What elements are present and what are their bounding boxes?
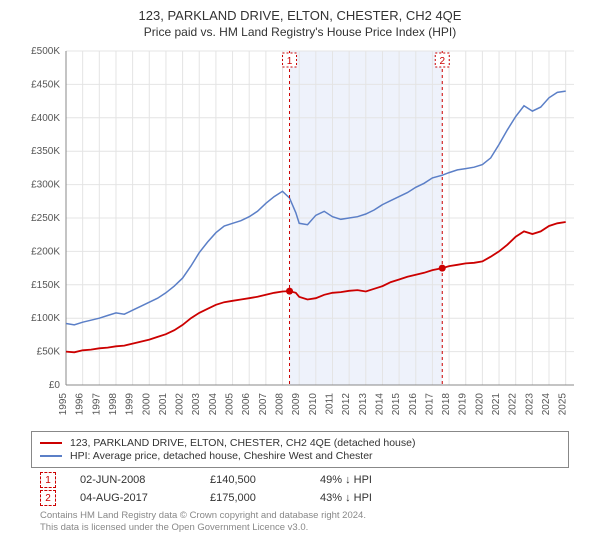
svg-text:£500K: £500K xyxy=(31,46,60,57)
svg-text:2010: 2010 xyxy=(308,393,319,416)
svg-text:1998: 1998 xyxy=(108,393,119,416)
svg-text:2023: 2023 xyxy=(524,393,535,416)
title-block: 123, PARKLAND DRIVE, ELTON, CHESTER, CH2… xyxy=(0,0,600,39)
svg-text:2012: 2012 xyxy=(341,393,352,416)
svg-text:£250K: £250K xyxy=(31,213,60,224)
svg-text:£100K: £100K xyxy=(31,313,60,324)
legend-item: 123, PARKLAND DRIVE, ELTON, CHESTER, CH2… xyxy=(40,437,560,449)
svg-text:2004: 2004 xyxy=(208,393,219,416)
svg-text:2017: 2017 xyxy=(424,393,435,416)
svg-text:2001: 2001 xyxy=(158,393,169,416)
sale-marker-icon: 2 xyxy=(40,490,56,506)
legend-swatch-red xyxy=(40,442,62,444)
svg-text:2013: 2013 xyxy=(358,393,369,416)
chart-title-address: 123, PARKLAND DRIVE, ELTON, CHESTER, CH2… xyxy=(0,8,600,23)
svg-text:2006: 2006 xyxy=(241,393,252,416)
sale-row: 1 02-JUN-2008 £140,500 49% ↓ HPI xyxy=(40,472,560,488)
chart-title-sub: Price paid vs. HM Land Registry's House … xyxy=(0,25,600,39)
svg-text:2021: 2021 xyxy=(491,393,502,416)
svg-text:£50K: £50K xyxy=(37,347,61,358)
legend-box: 123, PARKLAND DRIVE, ELTON, CHESTER, CH2… xyxy=(31,431,569,468)
svg-text:2016: 2016 xyxy=(408,393,419,416)
sale-hpi: 49% ↓ HPI xyxy=(320,474,440,486)
svg-text:1999: 1999 xyxy=(125,393,136,416)
svg-text:2014: 2014 xyxy=(374,393,385,416)
svg-text:2000: 2000 xyxy=(141,393,152,416)
sale-date: 02-JUN-2008 xyxy=(80,474,210,486)
svg-text:2019: 2019 xyxy=(458,393,469,416)
sale-date: 04-AUG-2017 xyxy=(80,492,210,504)
chart-svg: £0 £50K £100K £150K £200K £250K £300K £350K £400… xyxy=(20,45,580,425)
svg-text:2: 2 xyxy=(439,56,445,67)
svg-text:£200K: £200K xyxy=(31,246,60,257)
sale-price: £140,500 xyxy=(210,474,320,486)
svg-text:£300K: £300K xyxy=(31,180,60,191)
attribution-line: This data is licensed under the Open Gov… xyxy=(40,522,560,534)
svg-text:£400K: £400K xyxy=(31,113,60,124)
svg-text:2025: 2025 xyxy=(558,393,569,416)
svg-text:2011: 2011 xyxy=(324,393,335,415)
svg-text:2008: 2008 xyxy=(275,393,286,416)
legend-label: HPI: Average price, detached house, Ches… xyxy=(70,450,373,462)
svg-text:2007: 2007 xyxy=(258,393,269,416)
svg-text:£450K: £450K xyxy=(31,79,60,90)
svg-text:1995: 1995 xyxy=(58,393,69,416)
attribution-line: Contains HM Land Registry data © Crown c… xyxy=(40,510,560,522)
svg-text:1: 1 xyxy=(287,56,293,67)
legend-item: HPI: Average price, detached house, Ches… xyxy=(40,450,560,462)
legend-label: 123, PARKLAND DRIVE, ELTON, CHESTER, CH2… xyxy=(70,437,415,449)
sale-marker-icon: 1 xyxy=(40,472,56,488)
sale-rows: 1 02-JUN-2008 £140,500 49% ↓ HPI 2 04-AU… xyxy=(40,472,560,506)
chart: £0 £50K £100K £150K £200K £250K £300K £350K £400… xyxy=(20,45,580,425)
svg-text:£150K: £150K xyxy=(31,280,60,291)
svg-text:2005: 2005 xyxy=(225,393,236,416)
sale-price: £175,000 xyxy=(210,492,320,504)
sale-row: 2 04-AUG-2017 £175,000 43% ↓ HPI xyxy=(40,490,560,506)
svg-text:1996: 1996 xyxy=(75,393,86,416)
svg-text:2020: 2020 xyxy=(474,393,485,416)
svg-text:2015: 2015 xyxy=(391,393,402,416)
svg-text:2022: 2022 xyxy=(508,393,519,416)
svg-text:2018: 2018 xyxy=(441,393,452,416)
sale-hpi: 43% ↓ HPI xyxy=(320,492,440,504)
svg-text:2024: 2024 xyxy=(541,393,552,416)
attribution-block: Contains HM Land Registry data © Crown c… xyxy=(40,510,560,534)
svg-text:2003: 2003 xyxy=(191,393,202,416)
svg-text:£350K: £350K xyxy=(31,146,60,157)
legend-swatch-blue xyxy=(40,455,62,457)
svg-text:1997: 1997 xyxy=(91,393,102,416)
svg-text:£0: £0 xyxy=(49,380,61,391)
svg-text:2009: 2009 xyxy=(291,393,302,416)
svg-text:2002: 2002 xyxy=(175,393,186,416)
